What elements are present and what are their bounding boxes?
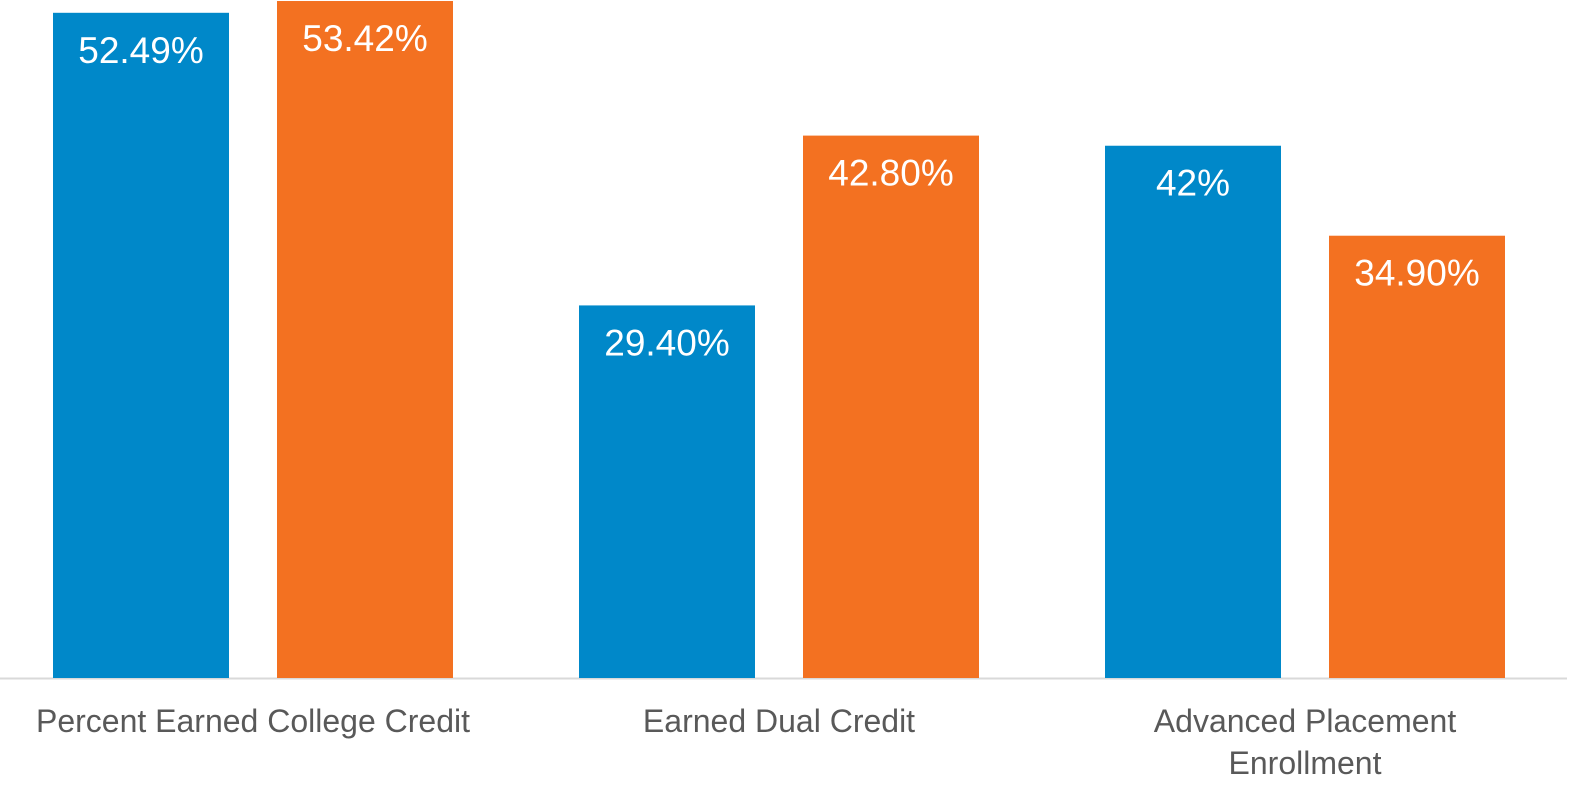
x-tick-label: Advanced Placement Enrollment (1153, 703, 1457, 781)
bar (579, 305, 755, 678)
bar (803, 135, 979, 679)
x-tick-label: Earned Dual Credit (642, 703, 916, 739)
bar (53, 12, 229, 679)
value-label: 42% (1156, 163, 1230, 204)
value-label: 42.80% (828, 153, 954, 194)
value-label: 34.90% (1354, 253, 1480, 294)
value-label: 53.42% (302, 18, 428, 59)
bar (1105, 145, 1281, 679)
value-label: 29.40% (604, 322, 730, 363)
x-tick-label: Percent Earned College Credit (35, 703, 470, 739)
bar (277, 1, 453, 678)
value-label: 52.49% (78, 30, 204, 71)
bar (1329, 235, 1505, 678)
